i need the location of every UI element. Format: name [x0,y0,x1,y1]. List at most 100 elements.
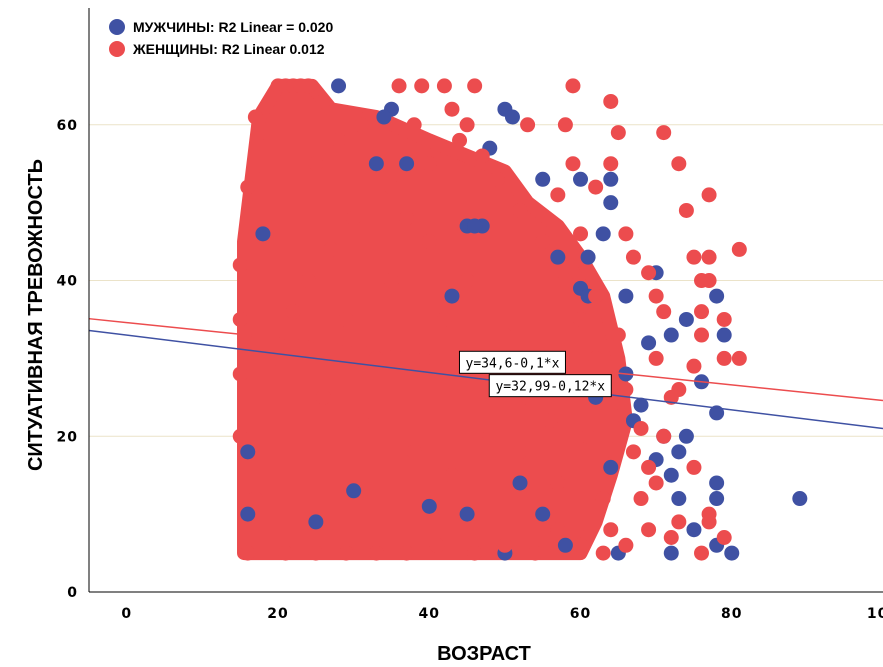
point-women [240,545,256,561]
y-tick-label: 40 [57,274,78,290]
point-women [618,537,634,553]
x-tick-label: 100 [867,606,883,622]
point-women [580,428,596,444]
point-women [625,249,641,265]
point-women [557,273,573,289]
point-men [331,78,347,94]
point-men [255,226,271,242]
point-women [603,93,619,109]
point-women [436,311,452,327]
point-women [467,78,483,94]
point-women [421,156,437,172]
point-women [648,350,664,366]
point-women [232,257,248,273]
y-tick-label: 0 [67,585,78,601]
point-men [663,545,679,561]
point-men [240,444,256,460]
point-men [240,506,256,522]
equation-box [488,374,612,398]
point-men [459,506,475,522]
equation-label: y=32,99-0,12*x [488,374,612,398]
y-axis-title: СИТУАТИВНАЯ ТРЕВОЖНОСТЬ [25,159,47,471]
y-tick-label: 60 [57,118,78,134]
point-women [625,444,641,460]
point-women [240,179,256,195]
point-men [535,506,551,522]
point-women [701,187,717,203]
point-women [391,78,407,94]
point-women [368,350,384,366]
point-men [467,218,483,234]
point-women [550,475,566,491]
point-men [603,459,619,475]
point-women [489,171,505,187]
point-women [610,125,626,141]
point-women [247,109,263,125]
point-women [368,545,384,561]
point-women [573,226,589,242]
point-men [535,171,551,187]
point-women [648,475,664,491]
point-women [716,311,732,327]
dense-cluster [237,78,633,561]
point-women [701,249,717,265]
point-women [633,491,649,507]
point-men [663,467,679,483]
point-men [376,109,392,125]
point-women [232,311,248,327]
point-women [694,304,710,320]
point-women [353,117,369,133]
equation-text: y=32,99-0,12*x [495,380,605,395]
point-women [731,350,747,366]
point-women [308,545,324,561]
legend-marker-women [109,41,125,57]
point-women [247,491,263,507]
tick-labels: 0 20 40 60 80 100 0 20 40 60 [57,118,883,622]
legend-marker-men [109,19,125,35]
point-women [573,537,589,553]
point-women [300,273,316,289]
data-points [232,78,808,561]
point-women [512,202,528,218]
point-men [663,327,679,343]
point-women [656,125,672,141]
point-women [300,78,316,94]
point-women [648,288,664,304]
point-women [701,273,717,289]
point-women [406,117,422,133]
point-women [436,78,452,94]
legend: МУЖЧИНЫ: R2 Linear = 0.020 ЖЕНЩИНЫ: R2 Li… [109,19,333,57]
point-women [383,273,399,289]
point-women [663,529,679,545]
legend-label-men: МУЖЧИНЫ: R2 Linear = 0.020 [133,19,333,35]
point-women [618,226,634,242]
point-men [557,537,573,553]
point-women [588,350,604,366]
point-women [323,241,339,257]
point-women [399,210,415,226]
point-women [716,529,732,545]
point-men [709,288,725,304]
point-men [678,428,694,444]
point-women [346,210,362,226]
point-men [686,522,702,538]
point-women [731,241,747,257]
y-tick-label: 20 [57,429,78,445]
dense-point-cluster [237,78,633,561]
point-women [671,156,687,172]
equation-text: y=34,6-0,1*x [466,356,560,371]
point-women [414,78,430,94]
point-women [527,545,543,561]
point-women [278,545,294,561]
point-women [512,444,528,460]
point-women [467,545,483,561]
point-women [686,249,702,265]
point-women [444,467,460,483]
point-women [474,148,490,164]
equation-box [458,350,566,374]
equation-label: y=34,6-0,1*x [458,350,566,374]
point-women [557,117,573,133]
point-women [338,545,354,561]
point-women [353,413,369,429]
